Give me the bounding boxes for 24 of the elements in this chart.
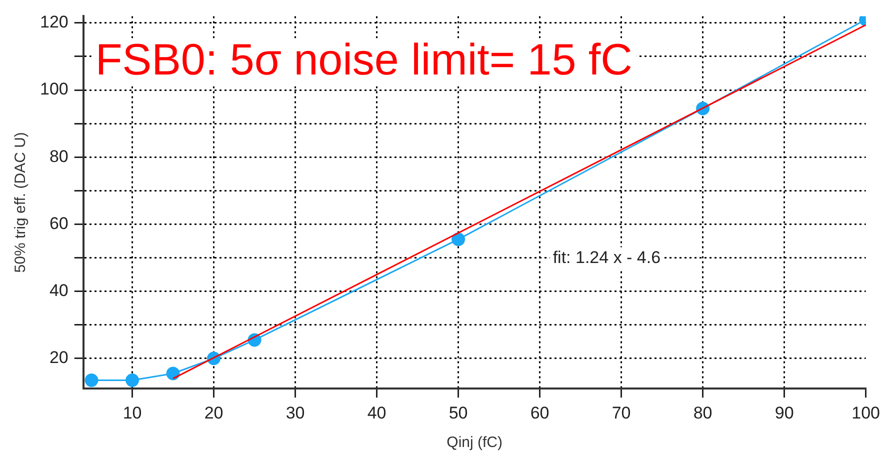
x-tick-label: 30 xyxy=(286,403,305,422)
annotation: fit: 1.24 x - 4.6 xyxy=(552,248,661,267)
point xyxy=(452,232,466,246)
x-tick-label: 60 xyxy=(530,403,550,422)
x-axis-title: Qinj (fC) xyxy=(446,434,503,452)
y-tick-label: 80 xyxy=(49,146,68,166)
point xyxy=(84,373,98,387)
x-tick-label: 40 xyxy=(367,403,386,422)
x-tick-label: 50 xyxy=(448,403,468,422)
y-tick-label: 20 xyxy=(49,348,68,368)
x-tick-label: 10 xyxy=(122,403,142,422)
y-tick-label: 100 xyxy=(40,80,68,99)
point xyxy=(126,373,140,387)
chart-title: FSB0: 5σ noise limit= 15 fC xyxy=(95,35,632,84)
point xyxy=(166,366,180,380)
x-tick-label: 20 xyxy=(204,403,224,422)
y-tick-label: 60 xyxy=(49,214,68,233)
x-tick-label: 100 xyxy=(852,403,880,422)
x-tick-label: 90 xyxy=(774,403,794,422)
x-tick-label: 70 xyxy=(612,403,631,422)
y-tick-label: 40 xyxy=(49,280,68,300)
y-tick-label: 120 xyxy=(40,12,68,32)
x-tick-label: 80 xyxy=(693,403,712,422)
y-axis-title: 50% trig eff. (DAC U) xyxy=(12,132,30,273)
